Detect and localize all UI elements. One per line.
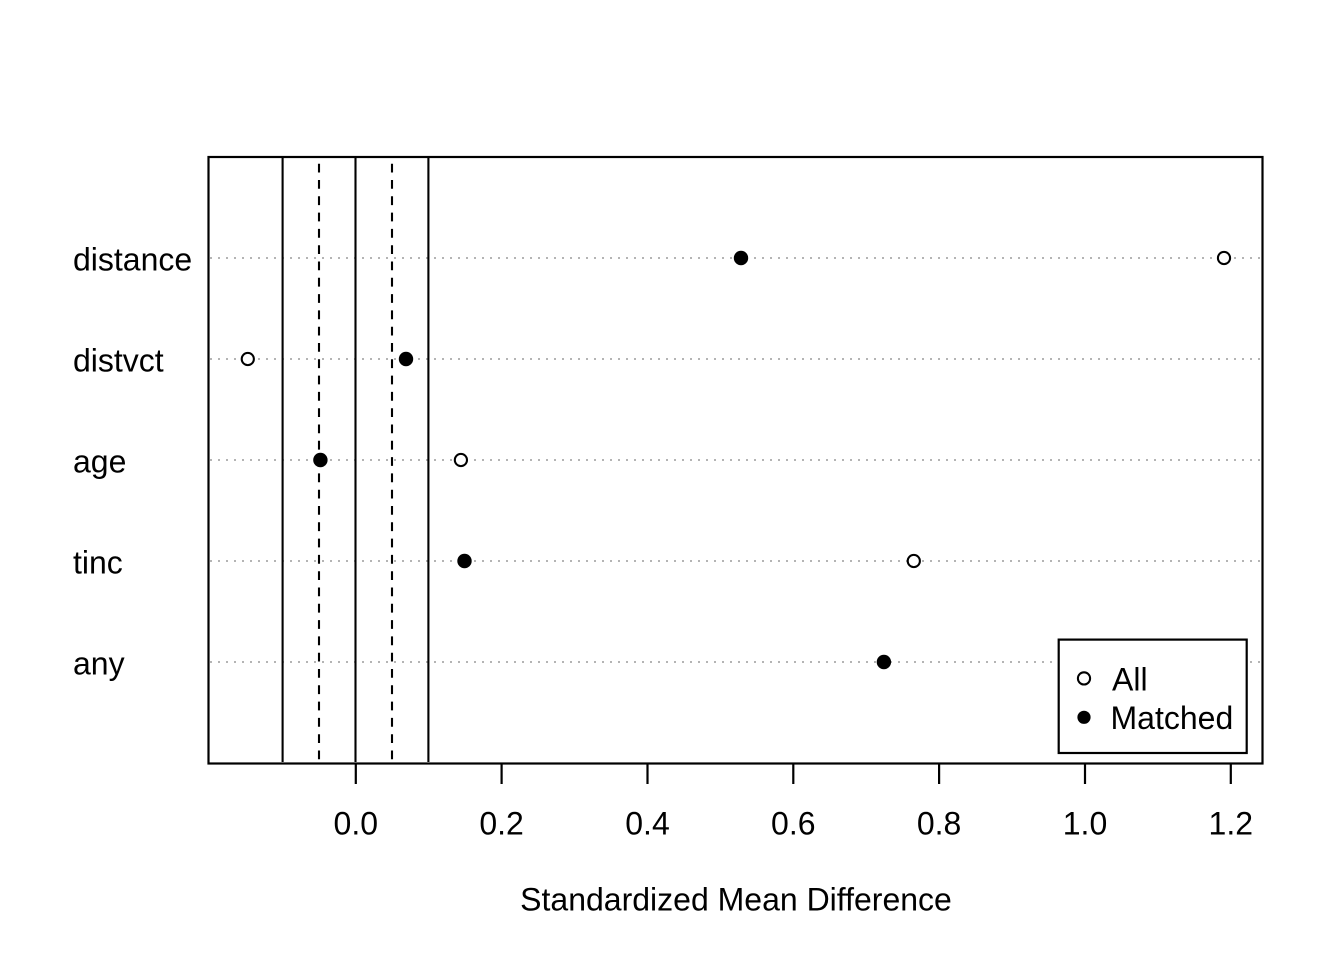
svg-text:any: any bbox=[73, 646, 125, 682]
svg-text:tinc: tinc bbox=[73, 545, 123, 581]
svg-text:All: All bbox=[1112, 662, 1148, 698]
svg-text:1.0: 1.0 bbox=[1063, 806, 1107, 842]
svg-text:0.4: 0.4 bbox=[625, 806, 669, 842]
svg-text:0.6: 0.6 bbox=[771, 806, 815, 842]
svg-text:distance: distance bbox=[73, 242, 192, 278]
svg-text:1.2: 1.2 bbox=[1209, 806, 1253, 842]
svg-text:distvct: distvct bbox=[73, 343, 164, 379]
svg-text:0.2: 0.2 bbox=[479, 806, 523, 842]
svg-text:age: age bbox=[73, 444, 126, 480]
svg-text:0.8: 0.8 bbox=[917, 806, 961, 842]
svg-text:0.0: 0.0 bbox=[334, 806, 378, 842]
svg-text:Standardized Mean Difference: Standardized Mean Difference bbox=[520, 882, 952, 918]
svg-text:Matched: Matched bbox=[1111, 700, 1234, 736]
